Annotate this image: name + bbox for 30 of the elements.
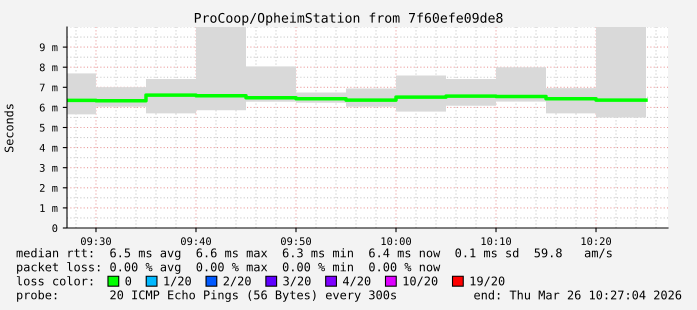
chart-title: ProCoop/OpheimStation from 7f60efe09de8 <box>194 12 503 26</box>
legend-label: 19/20 <box>470 276 504 286</box>
y-tick-label: 4 m <box>40 144 58 152</box>
x-tick-label: 09:50 <box>280 237 311 246</box>
y-tick-label: 1 m <box>40 204 58 212</box>
y-tick-label: 2 m <box>40 184 58 192</box>
legend-title: loss color: <box>16 276 92 286</box>
y-tick-label: 3 m <box>40 164 58 172</box>
y-axis-title: Seconds <box>4 104 14 152</box>
legend-label: 2/20 <box>224 276 251 286</box>
text: median rtt: 6.5 ms avg 6.6 ms max 6.3 ms min 6.4 ms now 0.1 ms sd 59.8 am/s <box>16 248 612 260</box>
x-tick-label: 09:40 <box>180 237 211 246</box>
text: packet loss: 0.00 % avg 0.00 % max 0.00 % min 0.00 % now <box>17 262 440 274</box>
text: probe: 20 ICMP Echo Pings (56 Bytes) every 300s <box>17 290 396 302</box>
legend-label: 1/20 <box>164 276 191 286</box>
legend-label: 10/20 <box>404 276 438 286</box>
x-tick-label: 10:10 <box>482 237 512 246</box>
x-tick-label: 10:00 <box>382 237 412 246</box>
legend-label: 0 <box>125 276 132 286</box>
y-tick-label: 7 m <box>40 84 58 92</box>
y-tick-label: 9 m <box>40 43 58 52</box>
legend-label: 3/20 <box>283 276 311 286</box>
y-tick-label: 0 <box>52 224 58 232</box>
y-tick-label: 6 m <box>40 104 58 112</box>
y-tick-label: 5 m <box>40 124 58 132</box>
y-tick-label: 8 m <box>40 63 58 72</box>
legend-label: 4/20 <box>342 276 370 286</box>
text: end: Thu Mar 26 10:27:04 2026 <box>474 290 682 300</box>
x-tick-label: 10:20 <box>582 237 612 246</box>
x-tick-label: 09:30 <box>80 237 111 246</box>
